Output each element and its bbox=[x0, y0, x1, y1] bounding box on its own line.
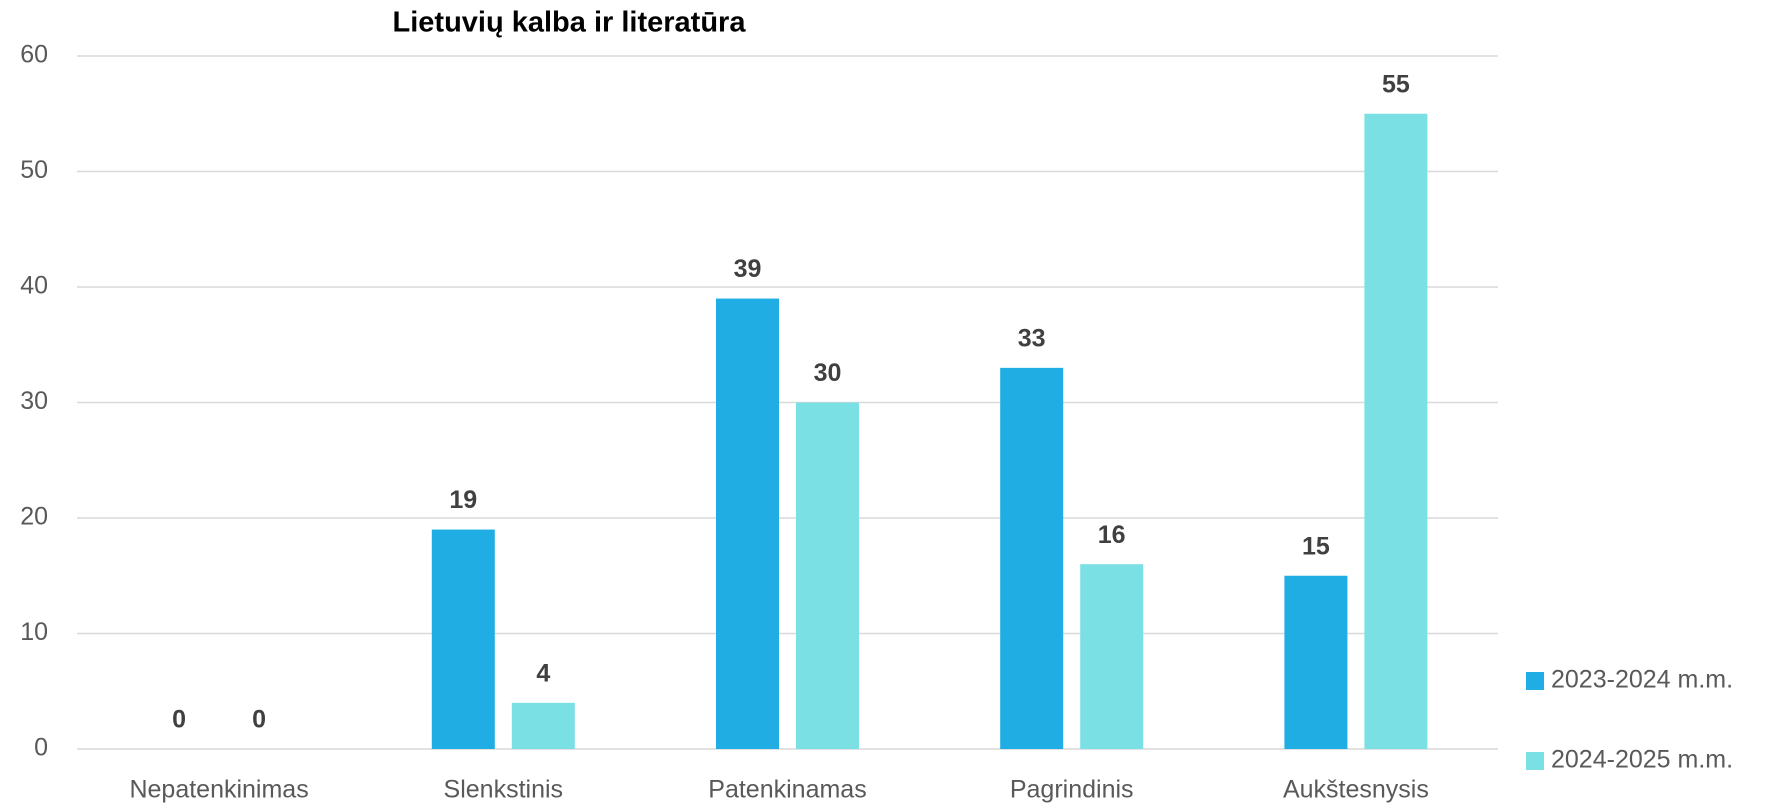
bar bbox=[511, 702, 575, 749]
legend-swatch bbox=[1526, 672, 1544, 690]
value-label: 16 bbox=[1098, 521, 1126, 549]
x-tick-label: Patenkinamas bbox=[708, 776, 866, 804]
x-tick-label: Nepatenkinimas bbox=[129, 776, 308, 804]
value-label: 19 bbox=[449, 486, 477, 514]
value-label: 39 bbox=[734, 255, 762, 283]
x-tick-label: Aukštesnysis bbox=[1283, 776, 1429, 804]
value-label: 33 bbox=[1018, 324, 1046, 352]
value-label: 30 bbox=[814, 359, 842, 387]
bar bbox=[716, 298, 779, 749]
value-label: 4 bbox=[536, 659, 550, 687]
y-tick-label: 50 bbox=[20, 156, 48, 184]
value-label: 0 bbox=[172, 706, 186, 734]
bar bbox=[1364, 113, 1428, 749]
y-tick-label: 60 bbox=[20, 41, 48, 69]
y-tick-label: 30 bbox=[20, 387, 48, 415]
legend-label: 2023-2024 m.m. bbox=[1551, 666, 1733, 694]
y-tick-label: 20 bbox=[20, 503, 48, 531]
y-tick-label: 10 bbox=[20, 618, 48, 646]
bar bbox=[431, 529, 495, 749]
bar bbox=[1000, 367, 1064, 749]
bar bbox=[796, 402, 859, 749]
bar bbox=[1284, 575, 1348, 749]
value-label: 0 bbox=[252, 706, 266, 734]
x-tick-label: Slenkstinis bbox=[444, 776, 564, 804]
chart-title: Lietuvių kalba ir literatūra bbox=[393, 7, 747, 39]
y-tick-label: 40 bbox=[20, 272, 48, 300]
x-tick-label: Pagrindinis bbox=[1010, 776, 1134, 804]
legend-swatch bbox=[1526, 752, 1544, 770]
bar bbox=[1080, 564, 1144, 749]
y-tick-label: 0 bbox=[34, 734, 48, 762]
value-label: 55 bbox=[1382, 70, 1410, 98]
value-label: 15 bbox=[1302, 532, 1330, 560]
legend-label: 2024-2025 m.m. bbox=[1551, 746, 1733, 774]
